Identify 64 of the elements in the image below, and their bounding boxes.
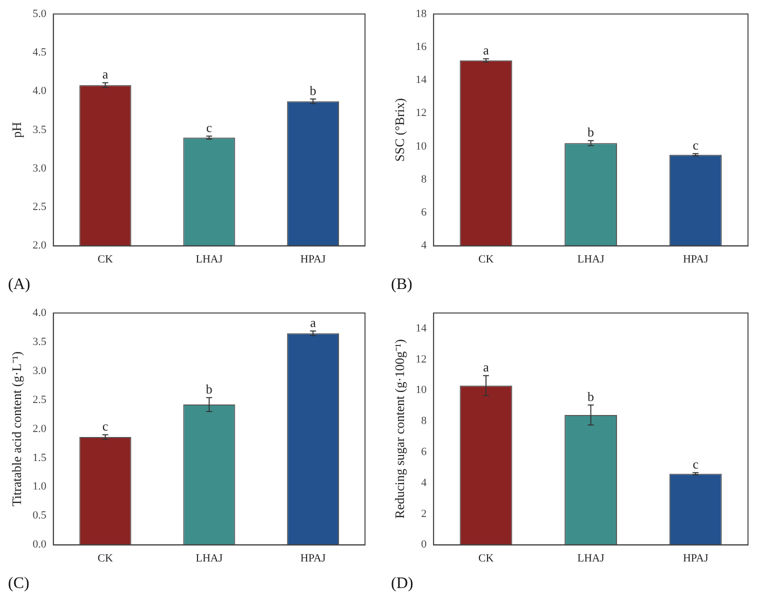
y-tick-label: 4.0 [32, 306, 47, 319]
annotation: a [483, 42, 490, 58]
y-tick-label: 6 [421, 206, 428, 219]
y-tick-label: 3.5 [32, 124, 47, 136]
y-axis-title: SSC (°Brix) [392, 98, 408, 162]
x-tick-label: LHAJ [577, 552, 605, 564]
y-axis-title: pH [9, 122, 24, 138]
y-tick-label: 8 [421, 173, 428, 186]
y-tick-label: 16 [416, 41, 428, 54]
text: (A) [8, 276, 30, 294]
y-tick-label: 12 [416, 353, 427, 366]
y-tick-label: 3.0 [32, 364, 47, 377]
annotation: a [102, 66, 108, 82]
y-tick-label: 4 [421, 476, 428, 489]
y-tick-label: 4.0 [32, 85, 47, 98]
annotation: a [310, 314, 316, 330]
x-tick-label: LHAJ [577, 253, 605, 266]
text: (C) [8, 575, 30, 592]
annotation: b [206, 382, 212, 397]
annotation: b [588, 124, 594, 140]
annotation: b [310, 82, 316, 98]
y-tick-label: 12 [416, 107, 427, 120]
y-tick-label: 3.5 [32, 336, 47, 348]
y-tick-label: 6 [421, 446, 428, 458]
y-axis-title: Titratable acid content (g·L⁻¹) [9, 351, 24, 506]
x-tick-label: CK [478, 253, 494, 266]
x-tick-label: HPAJ [682, 552, 709, 564]
y-tick-label: 4 [421, 240, 428, 252]
text: (B) [391, 276, 412, 294]
y-tick-label: 0.5 [32, 510, 47, 522]
x-tick-label: CK [98, 552, 113, 564]
y-tick-label: 8 [421, 415, 428, 428]
y-tick-label: 2.0 [32, 240, 47, 252]
y-tick-label: 5.0 [32, 8, 47, 20]
x-tick-label: CK [478, 552, 494, 564]
x-tick-label: HPAJ [300, 253, 326, 266]
y-tick-label: 1.5 [32, 452, 47, 464]
annotation: c [102, 418, 108, 434]
y-axis-title: Reducing sugar content (g·100g⁻¹) [392, 339, 408, 519]
y-tick-label: 10 [416, 384, 428, 396]
y-tick-label: 10 [416, 140, 428, 152]
y-tick-label: 1.0 [32, 480, 47, 493]
x-tick-label: LHAJ [196, 253, 224, 266]
annotation: b [588, 388, 594, 404]
x-tick-label: HPAJ [300, 552, 326, 564]
annotation: c [692, 456, 699, 472]
y-tick-label: 4.5 [32, 46, 47, 59]
x-tick-label: HPAJ [682, 253, 709, 266]
annotation: a [483, 360, 490, 375]
annotation: c [206, 120, 212, 136]
y-tick-label: 3.0 [32, 162, 47, 174]
y-tick-label: 2.0 [32, 422, 47, 435]
annotation: c [692, 138, 699, 152]
y-tick-label: 0.0 [32, 538, 47, 551]
x-tick-label: CK [98, 253, 113, 266]
y-tick-label: 2 [421, 508, 427, 520]
y-tick-label: 14 [416, 322, 428, 334]
y-tick-label: 14 [416, 74, 428, 86]
x-tick-label: LHAJ [196, 552, 224, 564]
y-tick-label: 2.5 [32, 394, 47, 406]
y-tick-label: 0 [421, 538, 428, 551]
text: (D) [391, 575, 414, 592]
y-tick-label: 18 [416, 8, 428, 20]
y-tick-label: 2.5 [32, 201, 47, 214]
